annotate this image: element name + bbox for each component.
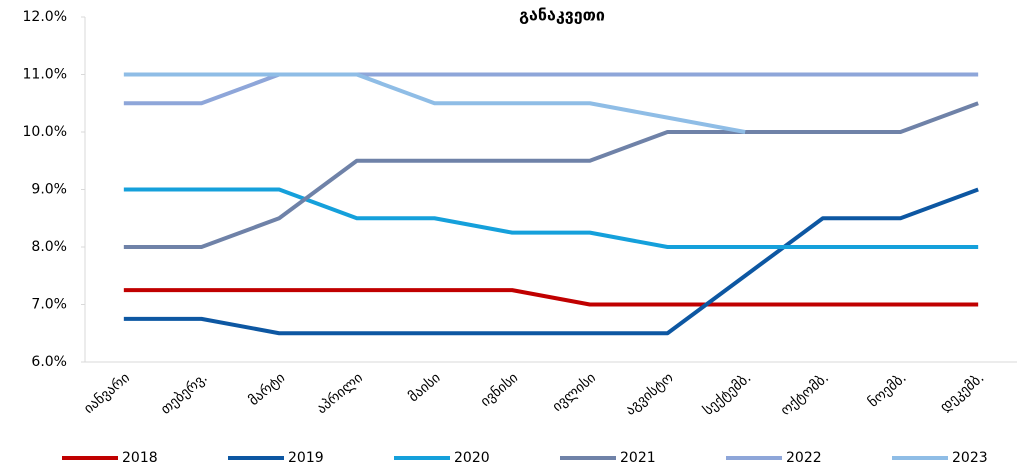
line-series xyxy=(123,72,979,106)
y-tick-label: 9.0% xyxy=(31,182,67,198)
legend-label: 2021 xyxy=(620,450,656,464)
x-tick-label: დეკემბ. xyxy=(937,370,987,416)
x-tick-label: ივნისი xyxy=(478,370,522,410)
y-tick-label: 11.0% xyxy=(23,67,67,83)
y-tick-label: 10.0% xyxy=(23,124,67,140)
line-series xyxy=(123,187,979,336)
legend-label: 2018 xyxy=(122,450,158,464)
x-tick-label: სექტემბ. xyxy=(700,370,754,419)
chart-title: განაკვეთი xyxy=(519,6,605,25)
x-tick-label: თებერვ. xyxy=(157,369,210,418)
line-series xyxy=(123,101,979,249)
y-tick-label: 8.0% xyxy=(31,239,67,255)
x-tick-label: აგვისტო xyxy=(623,370,677,419)
x-tick-label: აპრილი xyxy=(313,369,366,417)
x-tick-label: ივლისი xyxy=(550,370,599,415)
x-tick-label: მაისი xyxy=(406,370,444,406)
x-tick-label: ოქტომბ. xyxy=(778,370,832,419)
x-tick-label: მარტი xyxy=(245,369,288,409)
y-tick-label: 6.0% xyxy=(31,354,67,370)
line-series xyxy=(123,72,746,134)
x-tick-label: ნოემბ. xyxy=(865,370,909,411)
legend-label: 2023 xyxy=(952,450,988,464)
legend-label: 2022 xyxy=(786,450,822,464)
legend-label: 2020 xyxy=(454,450,490,464)
legend-label: 2019 xyxy=(288,450,324,464)
y-tick-label: 12.0% xyxy=(23,9,67,25)
x-tick-label: იანვარი xyxy=(80,369,133,417)
line-series xyxy=(123,288,979,307)
y-tick-label: 7.0% xyxy=(31,297,67,313)
line-series xyxy=(123,187,979,249)
